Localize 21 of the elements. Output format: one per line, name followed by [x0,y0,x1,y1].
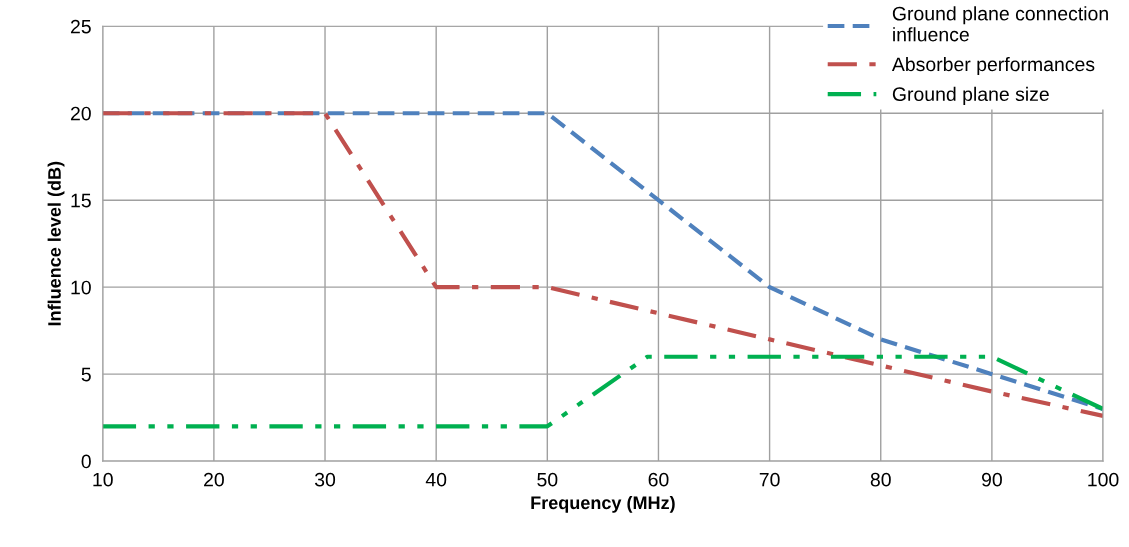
x-tick-label: 50 [537,472,558,487]
y-tick-label: 5 [81,367,91,382]
x-tick-label: 30 [314,472,336,487]
x-axis-title: Frequency (MHz) [531,495,675,513]
y-tick-label: 15 [71,193,91,208]
y-axis-title: Influence level (dB) [47,161,65,326]
x-tick-label: 20 [204,472,224,487]
legend-label: Absorber performances [891,56,1095,76]
x-tick-label: 60 [648,472,669,487]
x-tick-label: 10 [93,472,113,487]
x-tick-label: 70 [759,472,780,487]
y-tick-label: 10 [71,280,91,295]
legend-label: Ground plane size [892,86,1049,105]
y-tick-label: 25 [70,19,91,34]
y-tick-label: 20 [70,106,91,121]
x-tick-label: 40 [425,472,447,487]
x-tick-label: 100 [1088,472,1119,487]
x-tick-label: 90 [981,472,1002,487]
legend-label: Ground plane connection influence [892,6,1108,42]
y-tick-label: 0 [81,454,91,469]
x-tick-label: 80 [870,472,891,487]
